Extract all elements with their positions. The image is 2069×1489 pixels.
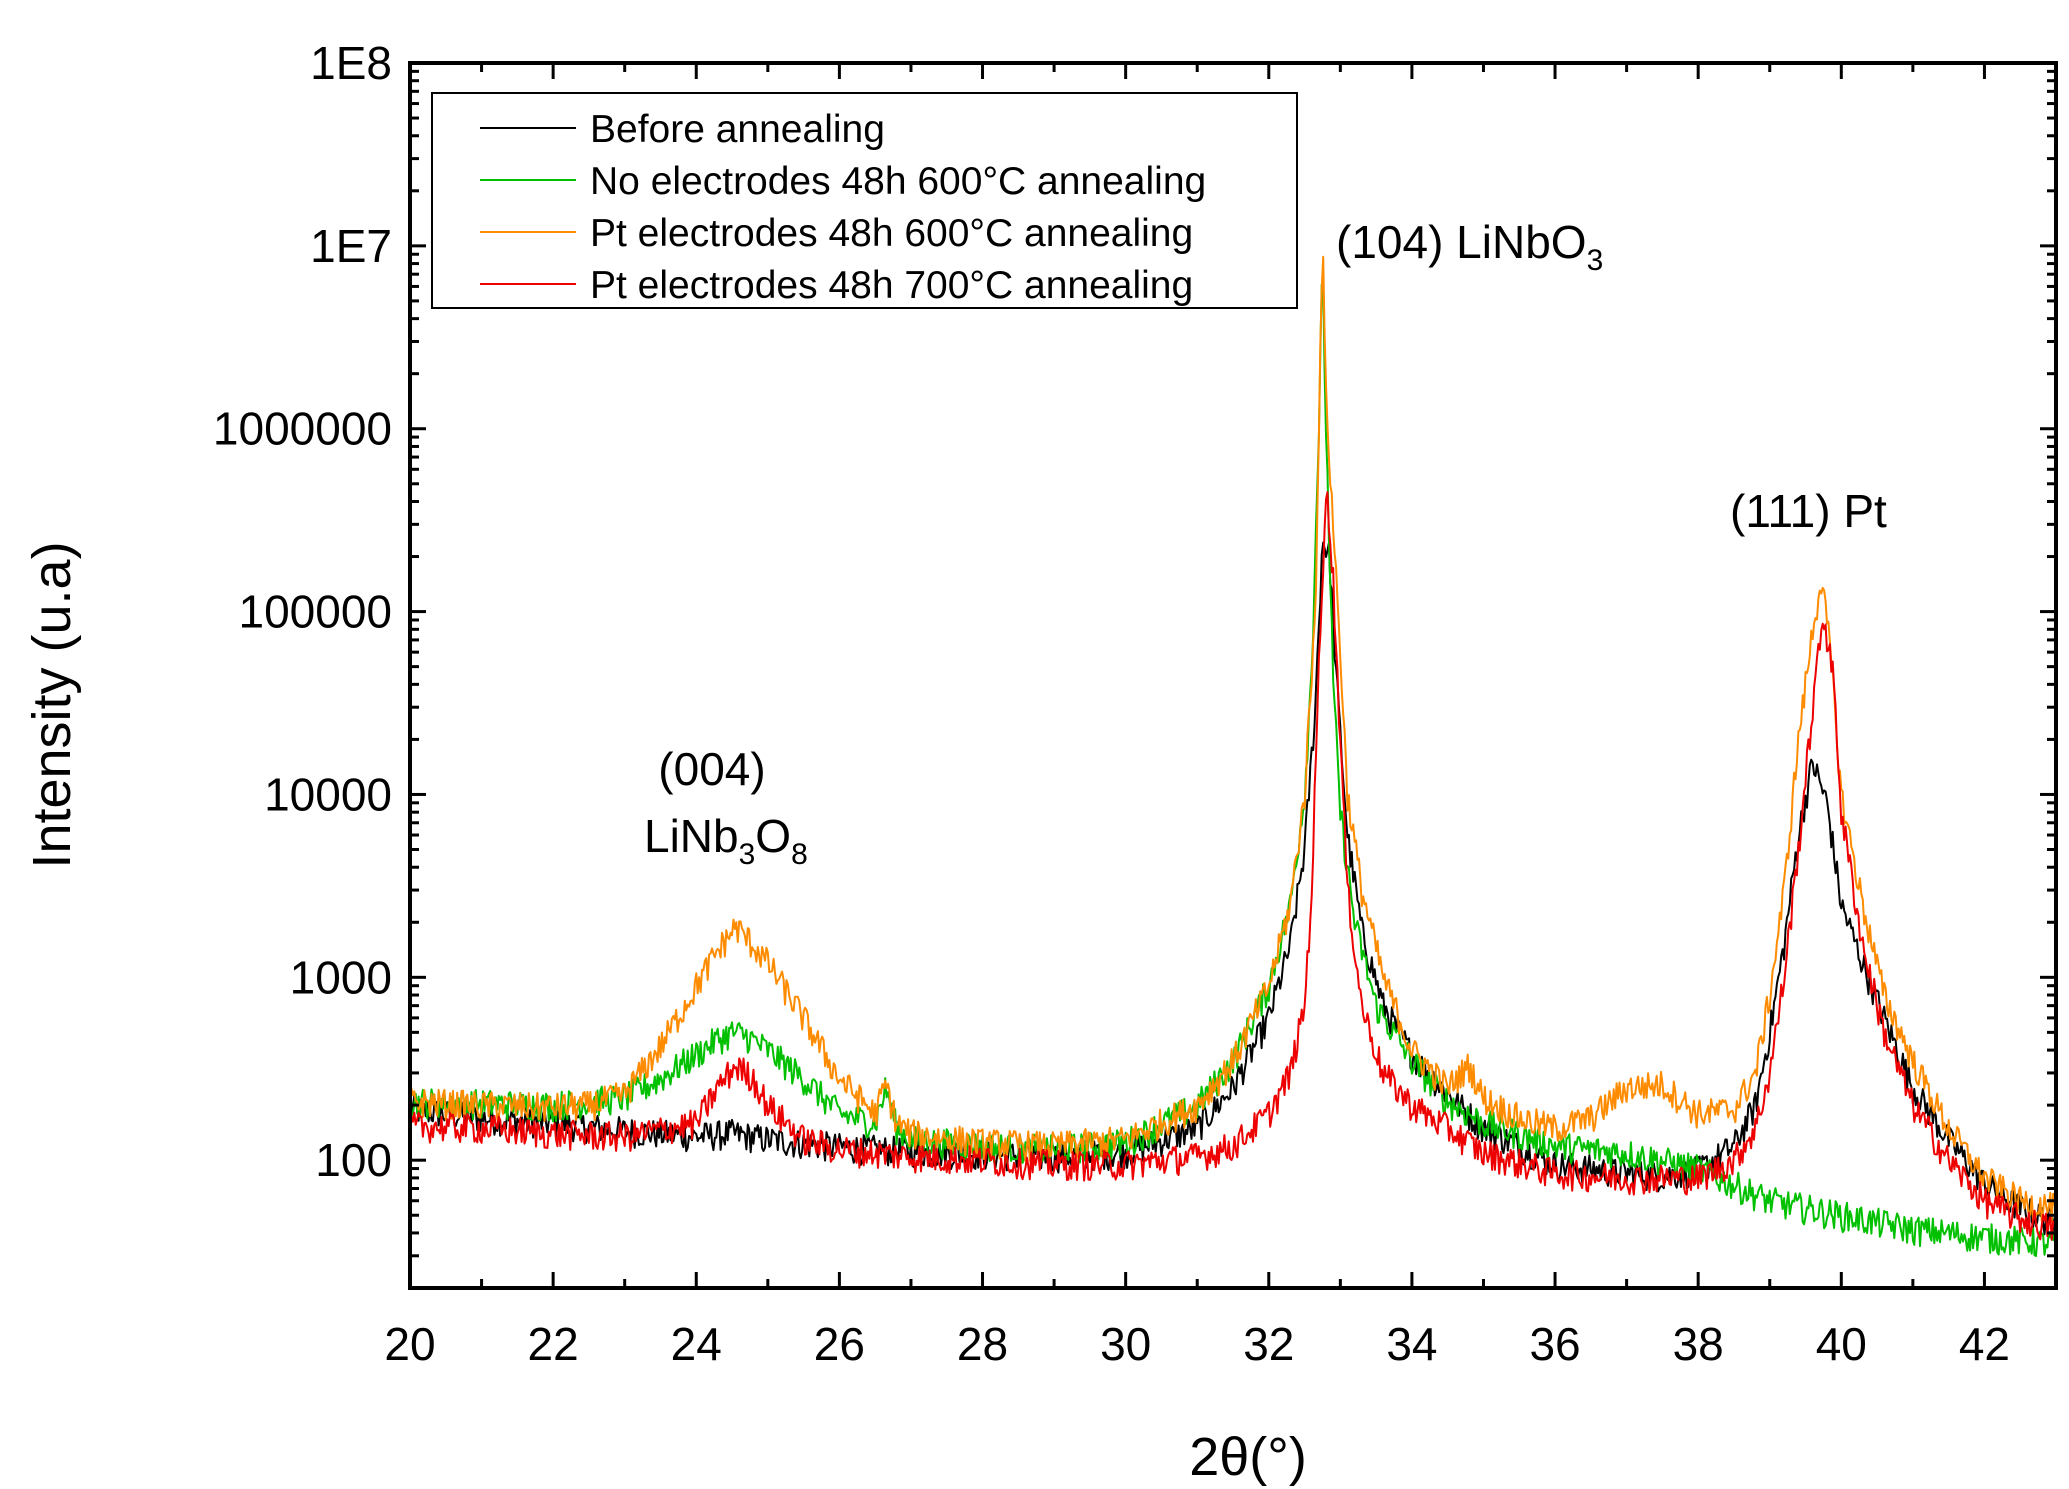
legend: Before annealing No electrodes 48h 600°C … [431,92,1298,309]
series-layer [409,255,2057,1257]
pt-label: (111) Pt [1730,485,1887,537]
linb3o8-sub-3: 3 [739,838,756,871]
y-tick-label: 10000 [264,768,392,820]
linb3o8-part-o: O [755,810,791,862]
series-line-1 [409,283,2057,1257]
x-tick-label: 24 [671,1318,722,1370]
annotation-linb3o8: LiNb3O8 [644,810,808,871]
x-tick-label: 42 [1959,1318,2010,1370]
x-tick-label: 30 [1100,1318,1151,1370]
legend-box [431,92,1298,309]
x-tick-label: 40 [1816,1318,1867,1370]
legend-items: Before annealing No electrodes 48h 600°C … [480,108,1206,307]
tick-labels: 20 22 24 26 28 30 32 34 36 38 40 421001000100001000… [213,37,2010,1370]
ticks-layer [408,61,2058,1290]
series-line-2 [409,255,2057,1223]
x-tick-label: 20 [384,1318,435,1370]
annotation-111-pt: (111) Pt [1730,485,1887,537]
linb3o8-sub-8: 8 [791,838,808,871]
legend-label-0: Before annealing [590,108,885,151]
series-line-3 [409,491,2057,1241]
x-tick-label: 22 [528,1318,579,1370]
x-tick-label: 26 [814,1318,865,1370]
linbo3-label: (104) LiNbO [1336,216,1587,268]
y-tick-label: 100000 [239,586,393,638]
plot-frame [408,61,2058,1290]
x-axis-label: 2θ(°) [1189,1427,1307,1487]
x-tick-label: 34 [1386,1318,1437,1370]
annotation-104-linbo3: (104) LiNbO3 [1336,216,1603,277]
legend-label-2: Pt electrodes 48h 600°C annealing [590,212,1193,255]
x-tick-label: 38 [1673,1318,1724,1370]
y-tick-label: 1E7 [310,220,392,272]
y-tick-label: 100 [315,1134,392,1186]
x-tick-label: 28 [957,1318,1008,1370]
legend-label-1: No electrodes 48h 600°C annealing [590,160,1206,203]
y-tick-label: 1000 [290,951,392,1003]
x-tick-label: 32 [1243,1318,1294,1370]
y-tick-label: 1000000 [213,403,392,455]
series-line-0 [409,541,2057,1239]
legend-label-3: Pt electrodes 48h 700°C annealing [590,264,1193,307]
y-tick-label: 1E8 [310,37,392,89]
linbo3-sub-3: 3 [1587,244,1604,277]
x-tick-label: 36 [1529,1318,1580,1370]
y-axis-label: Intensity (u.a) [22,541,82,868]
linb3o8-part-a: LiNb [644,810,739,862]
annotation-004: (004) [658,743,765,795]
annotation-004-label: (004) [658,743,765,795]
